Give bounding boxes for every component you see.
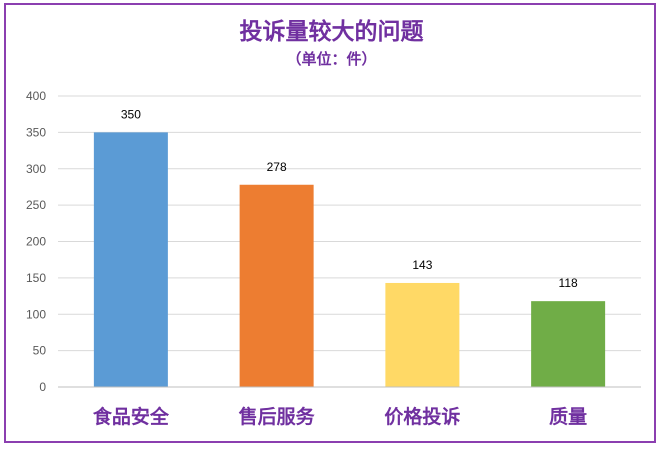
- bar: [93, 132, 168, 387]
- y-tick-label: 200: [26, 235, 46, 249]
- y-tick-label: 100: [26, 307, 46, 321]
- x-tick-label: 价格投诉: [384, 405, 460, 428]
- y-tick-label: 350: [26, 125, 46, 139]
- y-tick-label: 400: [26, 89, 46, 103]
- chart-title: 投诉量较大的问题: [239, 18, 424, 45]
- bar: [239, 184, 314, 387]
- y-tick-label: 250: [26, 198, 46, 212]
- data-label: 350: [121, 107, 141, 121]
- chart-subtitle: （单位：件）: [286, 50, 377, 68]
- data-label: 143: [412, 258, 432, 272]
- y-tick-label: 150: [26, 271, 46, 285]
- y-tick-label: 300: [26, 162, 46, 176]
- data-label: 278: [267, 160, 287, 174]
- x-tick-label: 售后服务: [238, 405, 316, 428]
- y-tick-label: 0: [39, 380, 46, 394]
- data-label: 118: [559, 276, 578, 290]
- bar: [385, 282, 460, 387]
- y-tick-label: 50: [33, 344, 47, 358]
- x-tick-label: 食品安全: [93, 405, 170, 428]
- bar: [531, 301, 606, 387]
- x-tick-label: 质量: [549, 406, 587, 428]
